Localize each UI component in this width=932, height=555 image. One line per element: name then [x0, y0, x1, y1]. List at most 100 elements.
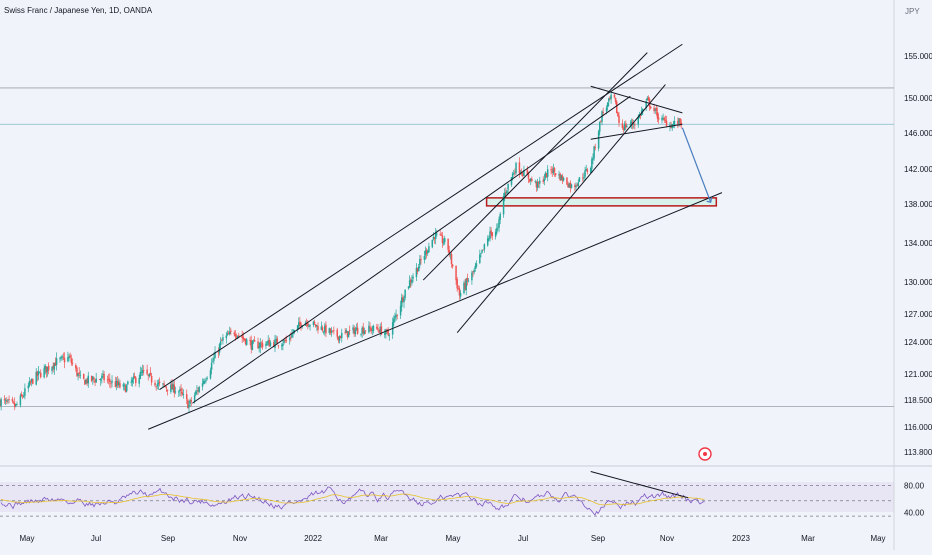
candle[interactable] [109, 373, 111, 388]
candle[interactable] [333, 326, 335, 335]
candle[interactable] [210, 358, 213, 375]
candle[interactable] [154, 380, 156, 387]
candle[interactable] [171, 378, 173, 390]
candle[interactable] [561, 173, 564, 185]
candle[interactable] [307, 319, 309, 330]
candle[interactable] [130, 376, 133, 387]
candle[interactable] [584, 166, 586, 180]
candle[interactable] [16, 401, 18, 406]
candle[interactable] [630, 118, 633, 129]
candle[interactable] [135, 376, 137, 387]
candle[interactable] [474, 262, 477, 272]
candle[interactable] [606, 102, 609, 111]
candle[interactable] [93, 376, 95, 383]
candle[interactable] [330, 327, 333, 337]
candle[interactable] [378, 329, 380, 334]
candle[interactable] [597, 129, 600, 152]
candle[interactable] [204, 378, 206, 385]
candle[interactable] [514, 168, 516, 177]
candle[interactable] [23, 392, 25, 398]
candle[interactable] [7, 398, 9, 404]
candle[interactable] [90, 375, 93, 383]
candle[interactable] [124, 383, 127, 393]
candle[interactable] [106, 375, 109, 384]
candle[interactable] [436, 229, 438, 237]
candle[interactable] [457, 285, 460, 290]
candle[interactable] [219, 337, 222, 350]
candle[interactable] [543, 174, 546, 186]
candle[interactable] [157, 379, 160, 390]
candle[interactable] [181, 387, 183, 396]
candle[interactable] [250, 335, 252, 354]
candle[interactable] [388, 333, 391, 341]
candle[interactable] [243, 338, 246, 342]
candle[interactable] [463, 280, 465, 295]
candle[interactable] [202, 378, 205, 385]
candle[interactable] [599, 121, 601, 136]
candle[interactable] [268, 337, 271, 347]
candle[interactable] [235, 333, 238, 340]
candle[interactable] [649, 106, 652, 110]
candle[interactable] [94, 378, 96, 387]
candle[interactable] [455, 265, 457, 285]
candle[interactable] [206, 376, 208, 381]
trendline[interactable] [192, 95, 631, 404]
candle[interactable] [531, 176, 533, 183]
candle[interactable] [679, 118, 681, 127]
candle[interactable] [24, 383, 26, 400]
candle[interactable] [260, 341, 263, 349]
candle[interactable] [249, 336, 251, 346]
candle[interactable] [198, 385, 200, 393]
candle[interactable] [402, 294, 404, 303]
candle[interactable] [589, 166, 592, 174]
candle[interactable] [475, 260, 478, 269]
candle[interactable] [282, 339, 284, 351]
candle[interactable] [314, 324, 317, 328]
candle[interactable] [377, 324, 379, 332]
candle[interactable] [8, 395, 10, 404]
candle[interactable] [214, 346, 216, 359]
candle[interactable] [448, 245, 451, 258]
candle[interactable] [482, 249, 484, 251]
candle[interactable] [325, 321, 327, 338]
candle[interactable] [55, 352, 58, 371]
candle[interactable] [427, 249, 429, 256]
candle[interactable] [189, 398, 191, 408]
candle[interactable] [486, 235, 489, 247]
trendline[interactable] [148, 192, 723, 430]
candle[interactable] [583, 172, 585, 182]
candle[interactable] [551, 166, 553, 178]
candle[interactable] [346, 330, 349, 340]
candle[interactable] [75, 363, 77, 372]
candle[interactable] [536, 178, 539, 191]
candle[interactable] [522, 172, 524, 178]
candle[interactable] [646, 96, 649, 101]
candle[interactable] [423, 251, 426, 264]
candle[interactable] [86, 377, 88, 386]
candle[interactable] [490, 227, 492, 239]
candle[interactable] [379, 323, 381, 337]
candle[interactable] [634, 122, 636, 130]
trendline[interactable] [590, 85, 683, 114]
candle[interactable] [322, 330, 325, 335]
candle[interactable] [46, 366, 49, 377]
candle[interactable] [593, 145, 595, 161]
candle[interactable] [664, 115, 667, 124]
candle[interactable] [451, 263, 454, 269]
candle[interactable] [331, 330, 334, 333]
candle[interactable] [567, 181, 569, 189]
candle[interactable] [158, 377, 161, 387]
candle[interactable] [118, 378, 120, 389]
candle[interactable] [222, 334, 224, 345]
candle[interactable] [82, 373, 85, 380]
candle[interactable] [99, 377, 102, 386]
candle[interactable] [172, 380, 174, 393]
candle[interactable] [277, 344, 280, 349]
alert-marker-icon[interactable] [698, 447, 712, 461]
candle[interactable] [347, 331, 350, 338]
candle[interactable] [582, 173, 584, 182]
candle[interactable] [569, 180, 572, 193]
candle[interactable] [395, 309, 397, 321]
candle[interactable] [562, 176, 565, 182]
